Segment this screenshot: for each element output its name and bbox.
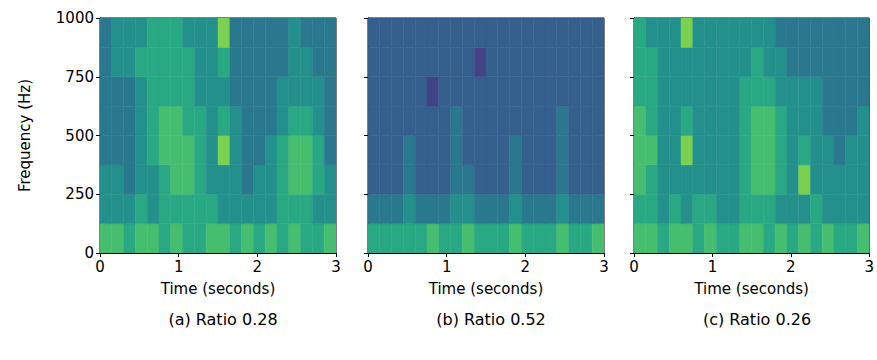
svg-text:500: 500 xyxy=(65,127,94,145)
svg-text:Time (seconds): Time (seconds) xyxy=(693,280,809,298)
svg-text:3: 3 xyxy=(599,258,609,276)
svg-text:0: 0 xyxy=(95,258,105,276)
svg-text:Time (seconds): Time (seconds) xyxy=(428,280,544,298)
svg-text:0: 0 xyxy=(363,258,373,276)
svg-text:2: 2 xyxy=(253,258,263,276)
svg-text:2: 2 xyxy=(786,258,796,276)
svg-text:Time (seconds): Time (seconds) xyxy=(160,280,276,298)
svg-text:1000: 1000 xyxy=(56,9,94,27)
svg-text:3: 3 xyxy=(864,258,874,276)
svg-text:1: 1 xyxy=(442,258,452,276)
svg-text:2: 2 xyxy=(521,258,531,276)
svg-text:250: 250 xyxy=(65,185,94,203)
svg-text:(a) Ratio 0.28: (a) Ratio 0.28 xyxy=(168,310,277,329)
svg-text:0: 0 xyxy=(629,258,639,276)
svg-text:1: 1 xyxy=(708,258,718,276)
svg-text:(b) Ratio 0.52: (b) Ratio 0.52 xyxy=(436,310,546,329)
svg-text:(c) Ratio 0.26: (c) Ratio 0.26 xyxy=(703,310,811,329)
svg-text:1: 1 xyxy=(174,258,184,276)
svg-text:Frequency (Hz): Frequency (Hz) xyxy=(16,79,34,192)
svg-text:750: 750 xyxy=(65,68,94,86)
svg-text:0: 0 xyxy=(84,244,94,262)
svg-text:3: 3 xyxy=(331,258,341,276)
